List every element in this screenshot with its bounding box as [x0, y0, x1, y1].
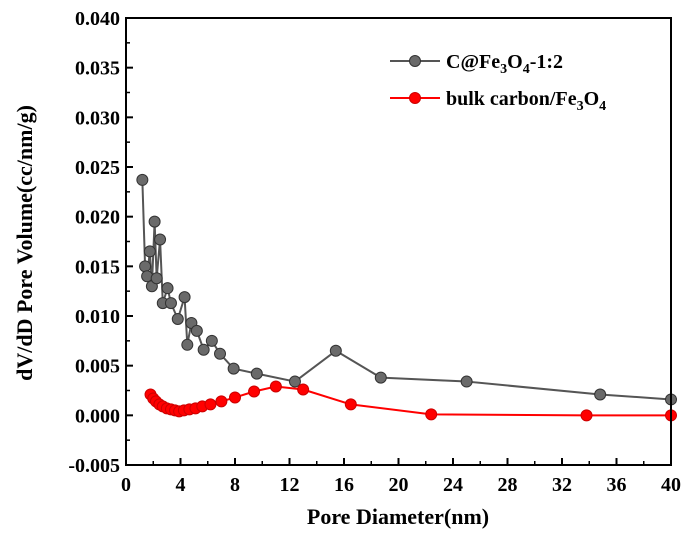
data-point — [288, 375, 301, 388]
data-point — [164, 297, 177, 310]
x-tick-label: 36 — [607, 474, 627, 496]
x-tick-label: 28 — [498, 474, 518, 496]
data-point — [214, 347, 227, 360]
data-point — [204, 398, 217, 411]
legend-label-gray: C@Fe3O4-1:2 — [446, 51, 563, 77]
data-point — [297, 383, 310, 396]
legend: C@Fe3O4-1:2 bulk carbon/Fe3O4 — [390, 51, 606, 114]
data-point — [329, 344, 342, 357]
series-line — [141, 179, 672, 401]
data-point — [190, 324, 203, 337]
data-point — [425, 408, 438, 421]
data-point — [580, 409, 593, 422]
x-tick-label: 24 — [443, 474, 463, 496]
data-point — [197, 343, 210, 356]
y-tick-label: 0.010 — [75, 306, 120, 328]
data-point — [178, 291, 191, 304]
data-point — [229, 391, 241, 404]
data-point — [154, 233, 167, 246]
data-point — [248, 385, 261, 398]
legend-marker-red — [409, 92, 421, 104]
x-tick-label: 4 — [176, 474, 186, 496]
data-point — [250, 367, 263, 380]
y-axis-label: dV/dD Pore Volume(cc/nm/g) — [12, 105, 37, 381]
data-point — [136, 173, 149, 186]
series-red — [144, 380, 677, 422]
legend-label-red: bulk carbon/Fe3O4 — [446, 88, 606, 114]
data-point — [594, 388, 607, 401]
y-tick-label: 0.030 — [75, 107, 120, 129]
data-point — [460, 375, 473, 388]
y-tick-label: 0.005 — [75, 356, 120, 378]
data-point — [171, 312, 184, 325]
y-tick-label: -0.005 — [68, 455, 120, 477]
x-tick-label: 12 — [280, 474, 300, 496]
data-point — [148, 215, 161, 228]
data-point — [139, 260, 152, 273]
data-point — [161, 282, 174, 295]
legend-item-red: bulk carbon/Fe3O4 — [390, 88, 606, 114]
y-tick-label: 0.015 — [75, 256, 120, 278]
x-tick-label: 20 — [389, 474, 409, 496]
data-point — [150, 272, 163, 285]
x-tick-label: 40 — [661, 474, 681, 496]
legend-item-gray: C@Fe3O4-1:2 — [390, 51, 563, 77]
y-tick-label: 0.035 — [75, 58, 120, 80]
x-tick-label: 0 — [121, 474, 131, 496]
tick-labels: 0 4 8 12 16 20 24 28 32 36 40 -0.005 0.000 0.005 0.010… — [68, 8, 681, 496]
legend-marker-gray — [409, 55, 421, 67]
series-gray — [136, 173, 677, 406]
data-point — [269, 380, 282, 393]
x-tick-label: 16 — [334, 474, 354, 496]
y-tick-label: 0.025 — [75, 157, 120, 179]
axis-ticks — [125, 17, 672, 466]
data-point — [374, 371, 387, 384]
data-point — [143, 245, 156, 258]
y-tick-label: 0.020 — [75, 207, 120, 229]
y-tick-label: 0.040 — [75, 8, 120, 30]
data-point — [181, 338, 194, 351]
x-tick-label: 8 — [230, 474, 240, 496]
x-tick-label: 32 — [552, 474, 572, 496]
x-axis-label: Pore Diameter(nm) — [307, 504, 489, 529]
series-layer — [136, 173, 677, 422]
series-line — [149, 385, 671, 417]
data-point — [344, 398, 357, 411]
data-point — [215, 395, 228, 408]
plot-frame — [125, 17, 672, 466]
data-point — [205, 334, 218, 347]
y-tick-label: 0.000 — [75, 405, 120, 427]
data-point — [227, 362, 240, 375]
